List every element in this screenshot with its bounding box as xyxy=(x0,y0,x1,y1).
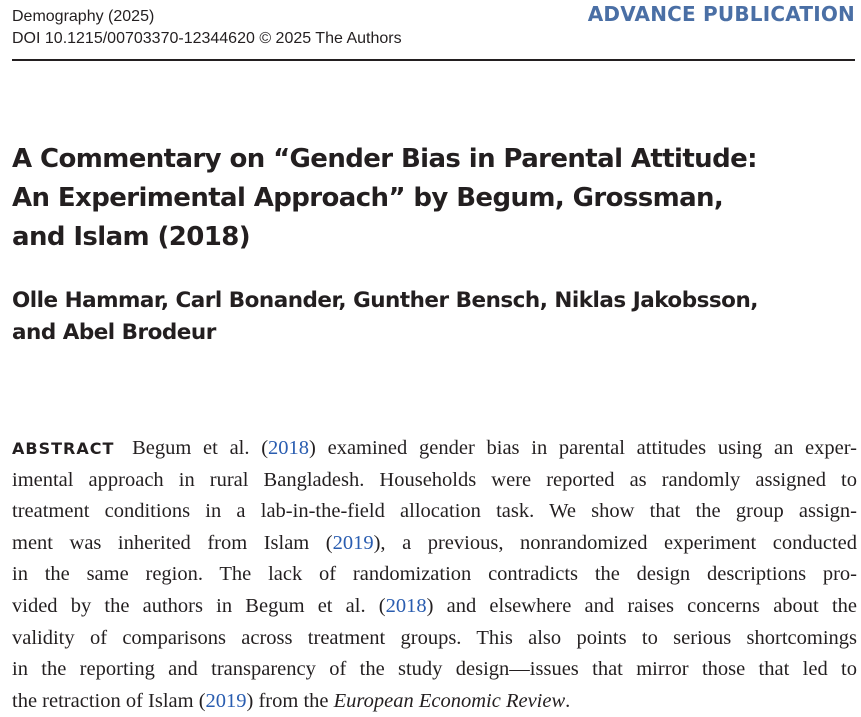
citation-link-islam-2019[interactable]: 2019 xyxy=(332,531,374,554)
author-list: Olle Hammar, Carl Bonander, Gunther Bens… xyxy=(12,285,852,349)
citation-link-begum-2018[interactable]: 2018 xyxy=(385,594,427,617)
title-line: A Commentary on “Gender Bias in Parental… xyxy=(12,144,758,174)
abstract-line: the retraction of Islam (2019) from the … xyxy=(12,686,857,717)
abstract-text: ) from the xyxy=(246,689,334,712)
header-divider xyxy=(12,59,855,61)
abstract-text: . xyxy=(565,689,571,712)
title-line: An Experimental Approach” by Begum, Gros… xyxy=(12,183,724,213)
abstract-label: ABSTRACT xyxy=(12,439,115,458)
citation-link-begum-2018[interactable]: 2018 xyxy=(268,437,310,459)
abstract-text: ) and elsewhere and raises concerns abou… xyxy=(426,594,857,617)
title-line: and Islam (2018) xyxy=(12,222,251,252)
abstract-line: validity of comparisons across treatment… xyxy=(12,626,857,649)
abstract-text: Begum et al. ( xyxy=(132,437,269,459)
doi-copyright-line[interactable]: DOI 10.1215/00703370-12344620 © 2025 The… xyxy=(12,30,402,47)
abstract-line: vided by the authors in Begum et al. (20… xyxy=(12,591,857,623)
abstract-text: ment was inherited from Islam ( xyxy=(12,531,333,554)
abstract-text: vided by the authors in Begum et al. ( xyxy=(12,594,386,617)
abstract-line: in the same region. The lack of randomiz… xyxy=(12,563,857,586)
abstract-line: ment was inherited from Islam (2019), a … xyxy=(12,528,857,560)
abstract-line: imental approach in rural Bangladesh. Ho… xyxy=(12,468,857,491)
journal-name: Demography (2025) xyxy=(12,8,155,25)
abstract-line: in the reporting and transparency of the… xyxy=(12,658,857,681)
abstract: ABSTRACT Begum et al. (2018) examined ge… xyxy=(12,433,857,717)
citation-link-islam-2019[interactable]: 2019 xyxy=(205,689,247,712)
advance-publication-badge: ADVANCE PUBLICATION xyxy=(587,2,855,26)
article-title: A Commentary on “Gender Bias in Parental… xyxy=(12,140,832,257)
abstract-line: ABSTRACT Begum et al. (2018) examined ge… xyxy=(12,433,857,465)
author-line: Olle Hammar, Carl Bonander, Gunther Bens… xyxy=(12,288,758,313)
abstract-text: the retraction of Islam ( xyxy=(12,689,206,712)
abstract-text: ) examined gender bias in parental attit… xyxy=(309,437,858,459)
abstract-text: ), a previous, nonrandomized experiment … xyxy=(373,531,857,554)
abstract-line: treatment conditions in a lab-in-the-fie… xyxy=(12,500,857,523)
journal-title-italic: European Economic Review xyxy=(333,689,566,712)
journal-header: Demography (2025) DOI 10.1215/00703370-1… xyxy=(12,2,855,62)
author-line: and Abel Brodeur xyxy=(12,320,216,345)
